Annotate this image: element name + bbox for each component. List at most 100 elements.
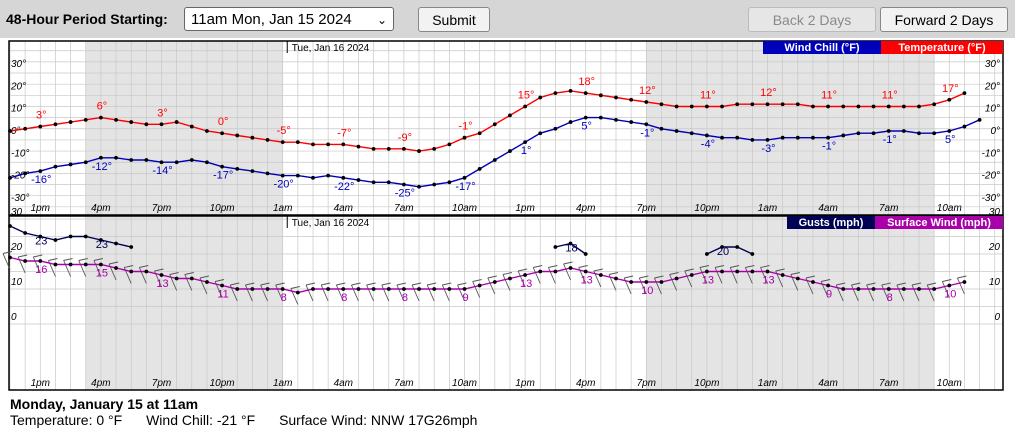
wind-barb xyxy=(441,282,452,302)
data-point xyxy=(447,142,452,147)
data-point xyxy=(780,273,785,277)
x-tick-label: 1am xyxy=(758,378,777,389)
data-point xyxy=(629,120,634,124)
data-point xyxy=(432,182,437,187)
x-tick-label: 7pm xyxy=(637,203,656,214)
data-point xyxy=(23,171,28,176)
data-point xyxy=(53,262,58,267)
wind-barb xyxy=(335,282,346,302)
data-point xyxy=(583,91,588,95)
data-point xyxy=(402,182,406,187)
data-point xyxy=(553,126,558,131)
data-label: -7° xyxy=(337,127,351,139)
data-point xyxy=(629,280,634,284)
data-label: 12° xyxy=(639,85,656,97)
wind-barb xyxy=(744,265,755,284)
data-point xyxy=(341,175,346,180)
x-tick-label: 4am xyxy=(818,203,837,214)
data-point xyxy=(811,104,815,109)
y-tick-left: 0° xyxy=(11,126,21,137)
data-label: 3° xyxy=(36,110,47,122)
info-heading: Monday, January 15 at 11am xyxy=(10,396,199,412)
y-tick-left: 10 xyxy=(11,277,23,288)
data-point xyxy=(841,104,846,109)
wind-barb xyxy=(547,265,558,284)
data-point xyxy=(99,238,103,242)
data-point xyxy=(568,88,573,93)
data-point xyxy=(856,131,861,136)
info-wind-chill: Wind Chill: -21 °F xyxy=(146,412,256,428)
period-select[interactable]: 11am Mon, Jan 15 2024 ⌄ xyxy=(184,7,394,31)
data-point xyxy=(871,287,876,291)
info-temperature: Temperature: 0 °F xyxy=(10,412,123,428)
legend-box xyxy=(881,41,1003,54)
data-point xyxy=(614,117,618,122)
data-point xyxy=(265,287,270,291)
data-point xyxy=(962,124,967,129)
data-point xyxy=(129,120,134,124)
submit-button[interactable]: Submit xyxy=(418,7,490,32)
y-tick-right: 10 xyxy=(989,277,1001,288)
data-label: 8 xyxy=(887,292,893,304)
period-select-value: 11am Mon, Jan 15 2024 xyxy=(191,11,352,28)
legend-box xyxy=(875,216,1003,229)
data-point xyxy=(8,129,12,133)
wind-barb xyxy=(184,272,194,291)
data-point xyxy=(795,135,800,140)
x-tick-label: 4am xyxy=(334,203,353,214)
data-point xyxy=(205,160,209,165)
data-label: -14° xyxy=(152,165,172,177)
data-label: -17° xyxy=(213,170,233,182)
wind-barb xyxy=(941,279,952,298)
data-point xyxy=(295,173,300,178)
back-2-days-button[interactable]: Back 2 Days xyxy=(748,7,876,32)
data-label: 8 xyxy=(341,292,347,304)
forward-2-days-button[interactable]: Forward 2 Days xyxy=(880,7,1008,32)
data-point xyxy=(38,169,43,174)
x-tick-label: 7am xyxy=(394,378,413,389)
y-tick-right: 10° xyxy=(985,104,1000,115)
x-tick-label: 4am xyxy=(334,378,353,389)
wind-barb xyxy=(729,265,740,284)
data-point xyxy=(189,158,194,162)
panel-frame xyxy=(8,215,1004,391)
x-tick-label: 4pm xyxy=(576,378,595,389)
data-label: 13 xyxy=(156,278,168,290)
wind-barb xyxy=(320,282,331,302)
legend-box xyxy=(787,216,875,229)
data-point xyxy=(962,280,967,284)
data-point xyxy=(83,234,88,239)
data-point xyxy=(750,102,755,107)
wind-barb xyxy=(714,265,725,284)
series-line-surface xyxy=(9,256,965,294)
data-point xyxy=(886,104,891,109)
data-point xyxy=(644,280,649,284)
wind-barb xyxy=(472,279,482,298)
wind-barb xyxy=(669,272,679,291)
data-point xyxy=(508,113,512,118)
data-point xyxy=(53,164,58,169)
legend-box xyxy=(763,41,881,54)
data-label: 6° xyxy=(97,101,108,113)
data-point xyxy=(871,104,876,109)
data-point xyxy=(326,173,331,178)
data-point xyxy=(568,241,573,246)
data-point xyxy=(917,131,921,136)
wind-barb xyxy=(2,251,13,270)
data-point xyxy=(750,138,755,142)
x-tick-label: 4am xyxy=(818,378,837,389)
night-shade-1-1 xyxy=(646,216,935,390)
data-point xyxy=(174,120,179,124)
data-point xyxy=(311,142,315,147)
data-label: 0° xyxy=(218,116,229,128)
data-point xyxy=(129,269,134,274)
data-point xyxy=(356,287,361,291)
wind-barb xyxy=(260,282,270,302)
data-point xyxy=(38,234,43,239)
wind-barb xyxy=(487,275,497,295)
data-point xyxy=(841,133,846,138)
data-point xyxy=(689,104,694,109)
data-label: 9 xyxy=(462,292,468,304)
data-point xyxy=(826,283,830,288)
x-tick-label: 7am xyxy=(879,203,898,214)
